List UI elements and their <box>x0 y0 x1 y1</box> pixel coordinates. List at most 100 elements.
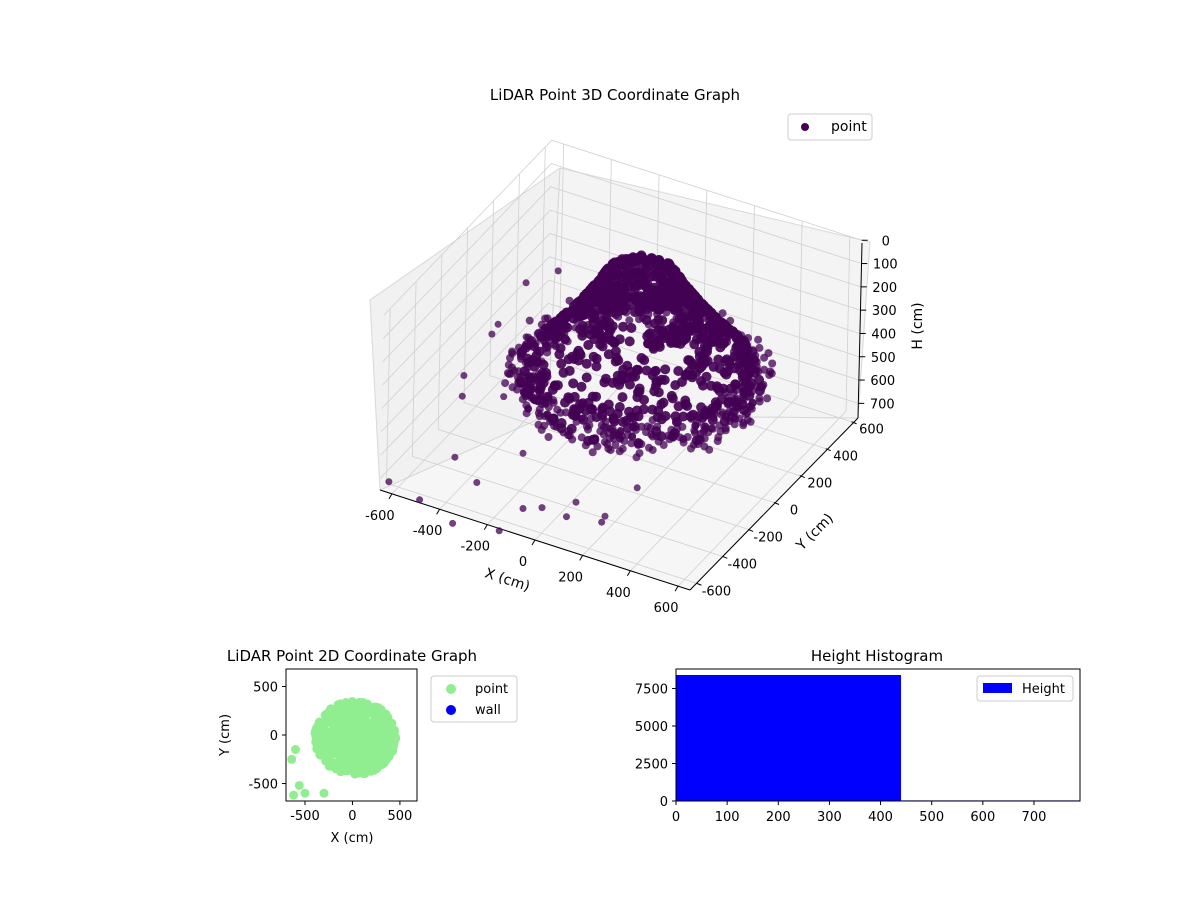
plot3d-point <box>680 287 691 298</box>
plot3d-point <box>660 331 671 342</box>
plot3d-point <box>501 379 510 388</box>
plot3d-point <box>746 417 755 426</box>
plot3d-point <box>451 453 459 461</box>
plot3d-point <box>713 354 724 365</box>
plot3d-gridline-h <box>382 186 861 363</box>
plot2d-point <box>389 725 399 735</box>
plot2d-point <box>360 736 370 746</box>
plot3d-point <box>610 289 621 300</box>
plot3d-point <box>632 392 643 403</box>
plot3d-point <box>525 316 534 325</box>
plot3d-point <box>473 479 481 486</box>
plot2d-point <box>317 742 327 752</box>
plot3d-h-tick-label: 100 <box>873 258 898 273</box>
plot2d-point <box>339 740 349 750</box>
histogram-y-tick-label: 2500 <box>635 758 668 773</box>
plot3d-y-tick <box>851 421 857 425</box>
plot2d-point <box>290 745 300 755</box>
plot3d-point <box>551 316 562 327</box>
histogram-x-tick-label: 700 <box>1022 810 1047 825</box>
plot3d-point <box>680 370 691 381</box>
plot2d-x-tick-label: -500 <box>290 809 320 824</box>
plot3d-point <box>734 341 745 352</box>
plot3d-point <box>729 363 740 374</box>
plot3d-point <box>687 444 695 453</box>
plot3d-point <box>591 353 602 364</box>
plot3d-legend-box <box>787 113 873 141</box>
plot3d-gridline-h <box>383 139 862 316</box>
plot3d-point <box>598 518 606 526</box>
plot2d-point <box>358 768 367 778</box>
plot3d-point <box>602 423 611 432</box>
plot3d-point <box>754 385 765 396</box>
plot3d-point <box>628 253 639 264</box>
plot3d-x-tick-label: -200 <box>461 540 491 555</box>
plot2d-x-tick-label: 500 <box>387 809 412 824</box>
plot3d-points <box>385 250 777 535</box>
plot3d-x-tick-label: 200 <box>558 570 583 585</box>
plot3d-point <box>739 421 748 430</box>
plot2d-point <box>346 720 356 730</box>
histogram-legend-label: Height <box>1022 682 1065 697</box>
plot3d-point <box>566 423 577 434</box>
plot3d-point <box>600 373 611 384</box>
plot2d-legend-marker-point <box>446 684 456 694</box>
plot3d-point <box>521 340 532 350</box>
plot3d-point <box>690 292 701 303</box>
plot3d-gridline-x <box>630 221 803 572</box>
plot3d-point <box>641 365 652 376</box>
plot3d-h-tick-label: 0 <box>882 234 890 249</box>
plot2d-y-axis-label: Y (cm) <box>218 714 233 757</box>
plot3d-point <box>597 341 608 352</box>
plot3d-y-tick <box>773 502 780 505</box>
plot3d-point <box>679 438 688 447</box>
plot2d-point <box>289 790 299 800</box>
plot3d-point <box>544 403 553 412</box>
plot3d-point <box>605 325 616 335</box>
plot3d-point <box>700 355 710 366</box>
plot3d-point <box>510 366 519 375</box>
plot3d-y-tick-label: 600 <box>859 423 884 438</box>
plot3d-point <box>609 431 618 440</box>
plot3d-point <box>494 320 502 328</box>
plot2d-point <box>331 715 341 724</box>
plot3d-point <box>597 279 608 290</box>
plot3d-point <box>694 434 705 445</box>
plot3d-point <box>635 449 644 458</box>
plot3d-point <box>573 308 584 318</box>
plot3d-point <box>614 402 625 412</box>
plot2d-point <box>341 698 351 707</box>
histogram-x-tick-label: 100 <box>715 810 740 825</box>
plot2d-point <box>340 748 350 758</box>
plot3d-point <box>672 303 683 313</box>
plot2d-title: LiDAR Point 2D Coordinate Graph <box>227 647 477 665</box>
plot3d-x-tick <box>626 570 631 577</box>
plot3d-x-tick <box>388 493 393 500</box>
plot3d-point <box>552 380 563 391</box>
plot3d-point <box>767 369 776 378</box>
plot3d-point <box>638 255 649 266</box>
plot2d-point <box>300 788 310 798</box>
plot3d-point <box>572 498 580 506</box>
plot3d-point <box>633 438 644 449</box>
plot3d-ticks: -600-400-2000200400600-600-400-200020040… <box>365 234 897 616</box>
plot3d-point <box>768 359 777 368</box>
plot3d-point <box>606 446 615 455</box>
plot3d-y-tick <box>799 475 806 479</box>
plot3d-point <box>684 355 695 366</box>
plot3d-point <box>538 359 549 370</box>
plot3d-point <box>588 313 598 324</box>
plot3d-point <box>458 392 466 400</box>
plot3d-point <box>701 424 710 433</box>
plot3d-point <box>707 415 718 426</box>
plot2d-legend: point wall <box>430 675 518 723</box>
plot3d-point <box>660 411 671 421</box>
plot3d-h-tick-label: 600 <box>870 374 895 389</box>
plot3d-point <box>712 399 722 410</box>
plot2d-point <box>341 759 351 769</box>
plot3d-point <box>624 300 635 311</box>
plot3d-point <box>589 434 600 445</box>
plot3d-point <box>523 357 534 368</box>
plot3d-y-axis-line <box>689 417 859 591</box>
plot3d-point <box>683 433 692 441</box>
